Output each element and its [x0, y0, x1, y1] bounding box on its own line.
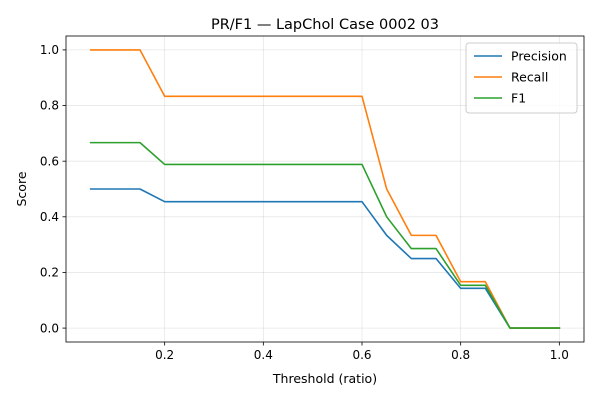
legend-label-f1: F1 [511, 91, 526, 106]
chart-title: PR/F1 — LapChol Case 0002 03 [211, 17, 439, 33]
x-tick-label: 0.6 [352, 348, 371, 362]
x-tick-label: 0.8 [451, 348, 470, 362]
y-tick-label: 0.8 [40, 99, 59, 113]
plot-frame [65, 35, 585, 343]
series-lines [89, 49, 561, 329]
y-tick-label: 1.0 [40, 43, 59, 57]
y-tick-label: 0.0 [40, 321, 59, 335]
axis-ticks: 0.2 0.4 0.6 0.8 1.0 0.0 0.2 0.4 0.6 0.8 1.0 [40, 43, 569, 362]
x-tick-label: 1.0 [550, 348, 569, 362]
legend: Precision Recall F1 [465, 42, 578, 114]
series-line-recall [89, 49, 561, 329]
legend-label-recall: Recall [511, 70, 548, 85]
y-tick-label: 0.4 [40, 210, 59, 224]
x-tick-label: 0.4 [254, 348, 273, 362]
legend-box [465, 42, 578, 114]
x-axis-label: Threshold (ratio) [272, 371, 377, 386]
y-axis-label: Score [14, 171, 29, 206]
y-tick-label: 0.6 [40, 154, 59, 168]
series-line-f1 [89, 141, 561, 329]
x-tick-label: 0.2 [155, 348, 174, 362]
legend-label-precision: Precision [511, 49, 567, 64]
series-line-precision [89, 188, 561, 329]
y-tick-label: 0.2 [40, 266, 59, 280]
